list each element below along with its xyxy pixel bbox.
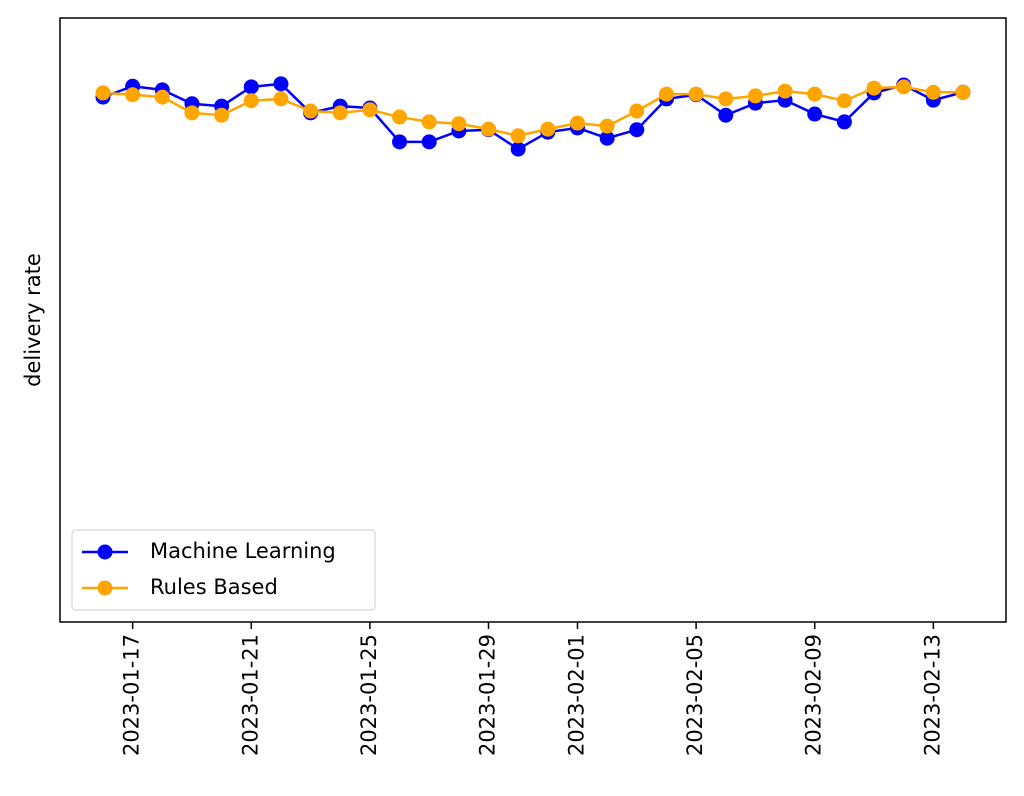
point [184, 105, 200, 121]
x-tick-label: 2023-01-25 [357, 634, 381, 756]
point [243, 93, 259, 109]
point [362, 102, 378, 118]
point [569, 115, 585, 131]
point [747, 88, 763, 104]
point [629, 103, 645, 119]
x-tick-label: 2023-02-05 [683, 634, 707, 756]
point [688, 86, 704, 102]
point [392, 109, 408, 125]
point [510, 141, 526, 157]
point [214, 107, 230, 123]
x-tick-label: 2023-01-21 [238, 634, 262, 756]
point [421, 114, 437, 130]
point [154, 89, 170, 105]
point [273, 91, 289, 107]
point [807, 106, 823, 122]
point [421, 134, 437, 150]
point [332, 105, 348, 121]
point [540, 121, 556, 137]
point [836, 93, 852, 109]
legend-marker [97, 580, 113, 596]
point [836, 114, 852, 130]
point [243, 79, 259, 95]
point [925, 84, 941, 100]
point [658, 86, 674, 102]
point [451, 116, 467, 132]
point [718, 107, 734, 123]
x-tick-label: 2023-01-29 [476, 634, 500, 756]
x-tick-label: 2023-01-17 [120, 634, 144, 756]
x-tick-label: 2023-02-13 [920, 634, 944, 756]
x-tick-label: 2023-02-09 [802, 634, 826, 756]
point [777, 83, 793, 99]
point [303, 103, 319, 119]
point [629, 122, 645, 138]
point [510, 128, 526, 144]
legend-box [71, 529, 376, 611]
point [392, 134, 408, 150]
point [866, 80, 882, 96]
point [807, 86, 823, 102]
point [599, 130, 615, 146]
legend-label: Rules Based [150, 575, 278, 599]
y-axis-label: delivery rate [21, 253, 45, 387]
point [95, 85, 111, 101]
point [955, 84, 971, 100]
point [599, 118, 615, 134]
point [481, 121, 497, 137]
point [896, 79, 912, 95]
point [273, 76, 289, 92]
x-tick-label: 2023-02-01 [564, 634, 588, 756]
point [718, 91, 734, 107]
point [125, 87, 141, 103]
legend-marker [97, 544, 113, 560]
legend-label: Machine Learning [150, 539, 336, 563]
